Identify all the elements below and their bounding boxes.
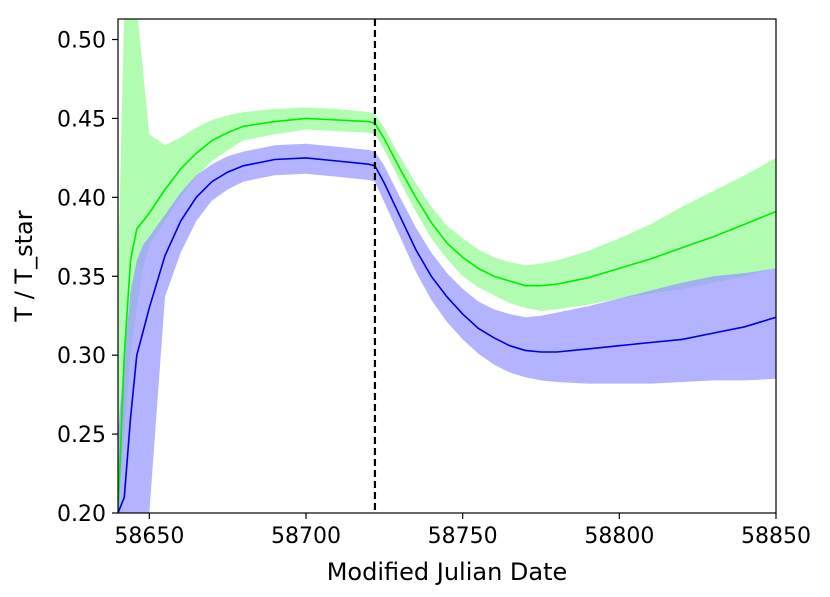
confidence-bands: [118, 19, 776, 513]
plot-frame: [117, 18, 777, 514]
blue-confidence-band: [118, 143, 776, 513]
y-tick-label: 0.40: [57, 186, 106, 211]
y-axis-label: T / T_star: [10, 210, 38, 322]
x-tick-label: 58750: [428, 524, 498, 549]
green-series-line: [118, 117, 776, 513]
x-tick-label: 58700: [271, 524, 341, 549]
x-axis: 58650 58700 58750 58800 58850: [114, 513, 811, 549]
y-tick-label: 0.35: [57, 265, 106, 290]
y-tick-label: 0.25: [57, 423, 106, 448]
y-tick-label: 0.20: [57, 502, 106, 527]
series-lines: [118, 117, 776, 513]
x-axis-label: Modified Julian Date: [327, 558, 568, 586]
x-tick-label: 58650: [114, 524, 184, 549]
x-tick-label: 58800: [584, 524, 654, 549]
y-tick-label: 0.50: [57, 29, 106, 54]
y-tick-label: 0.45: [57, 107, 106, 132]
green-confidence-band: [118, 19, 776, 513]
y-tick-label: 0.30: [57, 344, 106, 369]
y-axis: 0.20 0.25 0.30 0.35 0.40 0.45 0.50: [57, 29, 118, 527]
blue-series-line: [118, 157, 776, 513]
x-tick-label: 58850: [741, 524, 811, 549]
